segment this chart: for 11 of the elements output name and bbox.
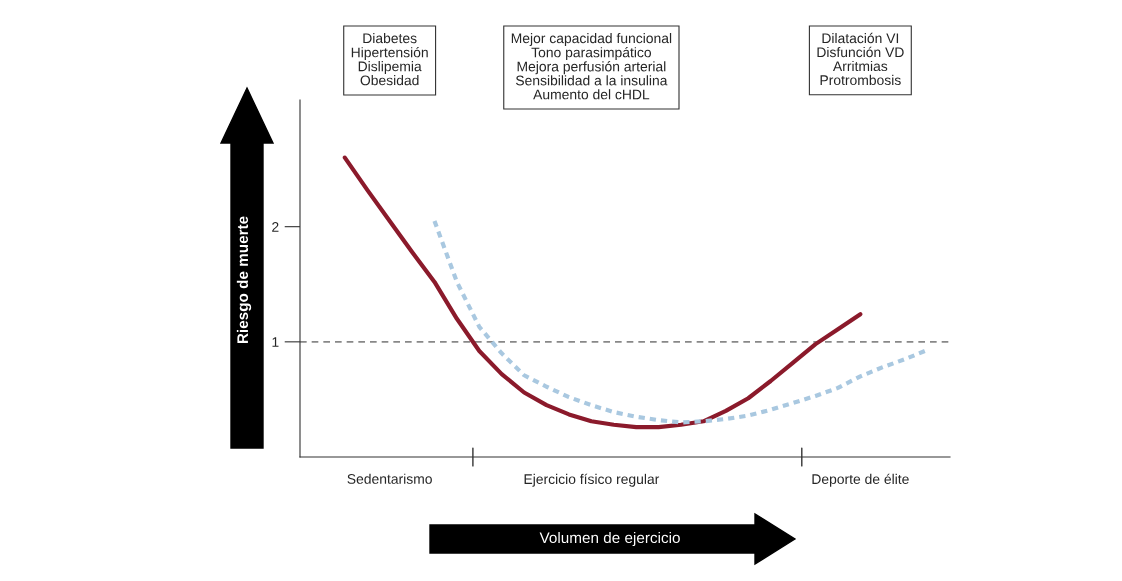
x-axis-title: Volumen de ejercicio: [539, 531, 680, 547]
y-tick-label: 2: [272, 222, 279, 232]
text: Dilatación VI Disfunción VD Arritmias Protrombosis: [817, 32, 904, 86]
x-tick-label: Deporte de élite: [812, 473, 909, 487]
line-series: [342, 155, 863, 430]
text: Diabetes Hipertensión Dislipemia Obesidad: [351, 33, 428, 86]
y-axis-title: Riesgo de muerte: [236, 216, 252, 344]
x-tick-label: Sedentarismo: [347, 473, 432, 484]
text: Mejor capacidad funcional Tono parasimpático Mejora perfusión arterial Sensibilidad a la insulina Aumento del cHDL: [511, 33, 672, 100]
y-tick-label: 1: [272, 337, 279, 347]
x-tick-label: Ejercicio físico regular: [524, 473, 660, 487]
